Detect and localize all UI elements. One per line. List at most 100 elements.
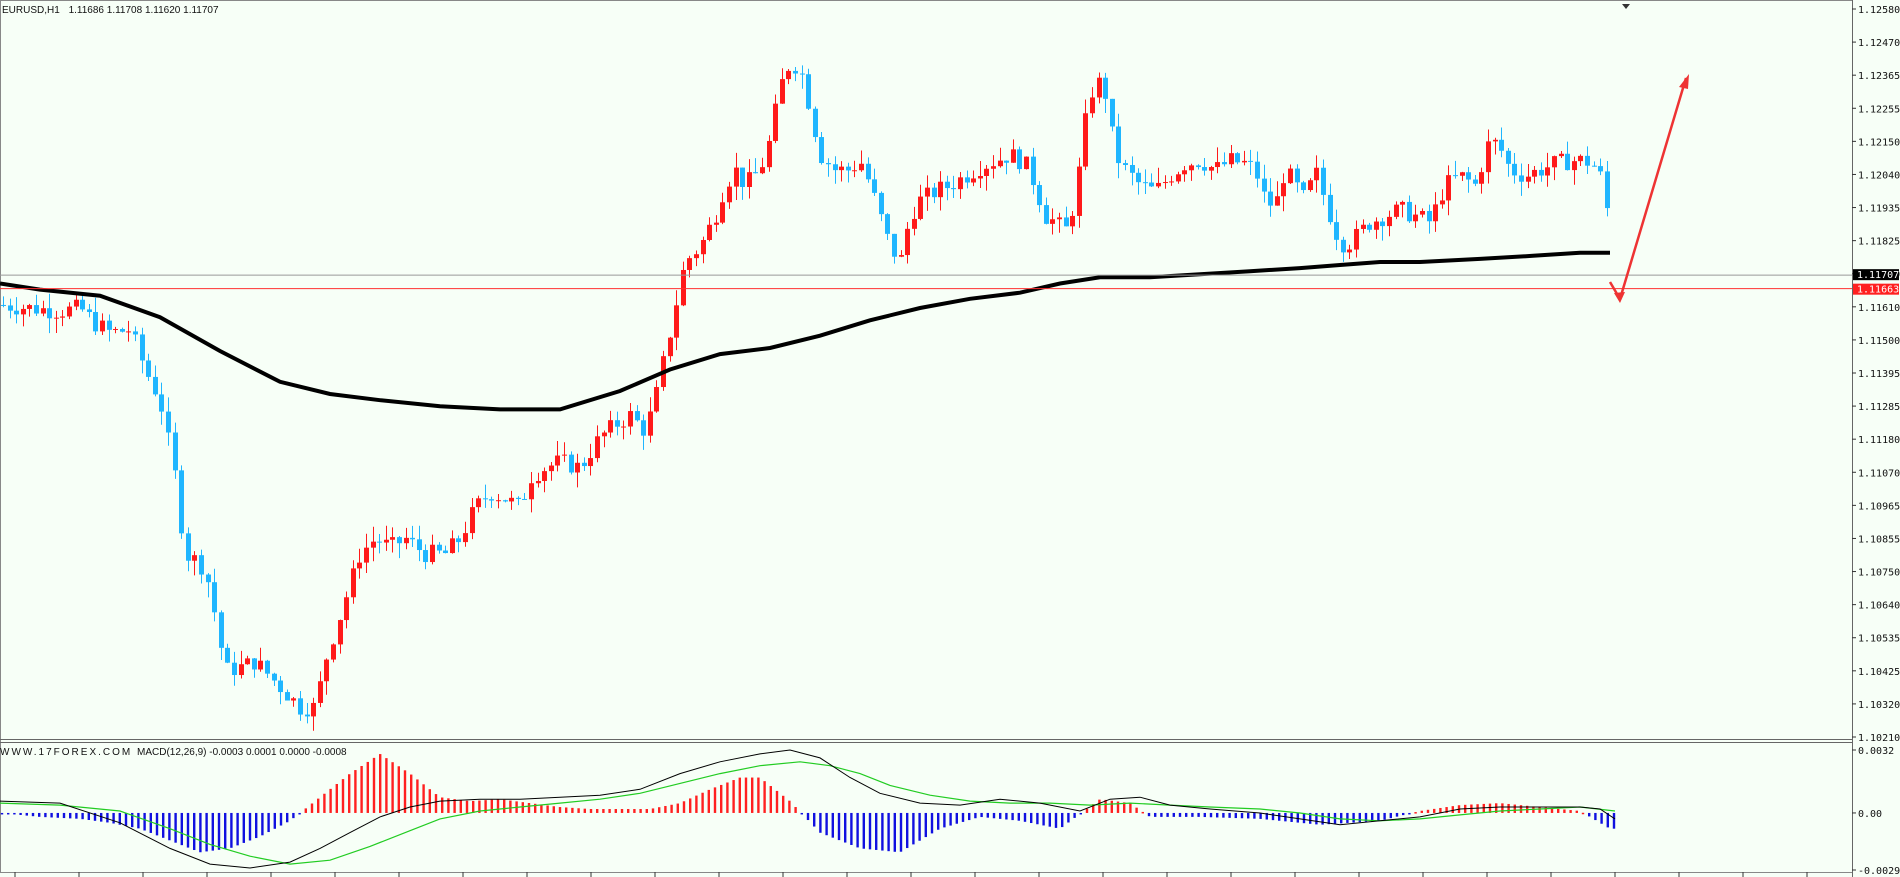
macd-bar xyxy=(205,812,208,852)
candle-body xyxy=(938,181,943,198)
macd-bar xyxy=(1501,803,1504,813)
macd-bar xyxy=(416,779,419,813)
macd-bar xyxy=(1104,799,1107,813)
candle-body xyxy=(641,420,646,436)
candle-body xyxy=(958,177,963,190)
macd-bar xyxy=(44,812,47,818)
macd-bar xyxy=(118,812,121,825)
macd-axis: 0.0032 0.00 -0.0029 xyxy=(1852,746,1900,877)
candle-body xyxy=(1064,217,1069,227)
candle-body xyxy=(681,269,686,306)
macd-bar xyxy=(428,789,431,813)
candle-body xyxy=(555,455,560,466)
macd-bar xyxy=(1315,812,1318,825)
macd-bar xyxy=(645,809,648,813)
candle-body xyxy=(41,308,46,314)
macd-bar xyxy=(1160,812,1163,817)
macd-bar xyxy=(1513,804,1516,813)
candle-body xyxy=(1031,156,1036,186)
candle-body xyxy=(833,164,838,171)
macd-bar xyxy=(664,805,667,813)
price-tick-label: 1.11500 xyxy=(1858,336,1900,347)
candle-body xyxy=(1532,169,1537,177)
candle-body xyxy=(1499,139,1504,151)
macd-bar xyxy=(174,812,177,843)
candle-body xyxy=(509,497,514,502)
candle-body xyxy=(107,320,112,330)
macd-bar xyxy=(825,812,828,836)
price-tick-label: 1.12365 xyxy=(1858,71,1900,82)
macd-bar xyxy=(273,812,276,829)
macd-bar xyxy=(906,812,909,849)
chart-shift-marker-icon[interactable] xyxy=(1622,4,1630,9)
macd-bar xyxy=(1154,812,1157,817)
candle-body xyxy=(701,239,706,255)
macd-bar xyxy=(478,800,481,813)
candle-body xyxy=(786,70,791,80)
moving-average-line[interactable] xyxy=(0,250,1610,412)
candle-body xyxy=(1367,224,1372,230)
macd-bar xyxy=(441,797,444,813)
candle-body xyxy=(463,533,468,543)
macd-bar xyxy=(453,799,456,813)
candle-body xyxy=(1585,155,1590,166)
candle-body xyxy=(384,539,389,543)
macd-bar xyxy=(751,777,754,813)
macd-bar xyxy=(713,787,717,813)
candle-body xyxy=(1565,153,1570,171)
price-tick-label: 1.11180 xyxy=(1858,435,1900,446)
candle-body xyxy=(1347,249,1352,253)
forecast-arrow[interactable] xyxy=(1608,74,1689,303)
price-axis: 1.12580 1.12470 1.12365 1.12255 1.12150 1.120… xyxy=(1852,5,1900,744)
macd-bar xyxy=(583,808,586,813)
macd-bar xyxy=(211,812,214,851)
price-tick-label: 1.12580 xyxy=(1858,5,1900,16)
macd-bar xyxy=(459,799,462,813)
candle-body xyxy=(1044,205,1049,224)
macd-bar xyxy=(633,809,636,813)
candle-body xyxy=(727,186,732,203)
macd-bar xyxy=(1544,807,1547,813)
candle-body xyxy=(932,187,937,198)
price-tick-label: 1.10535 xyxy=(1858,634,1900,645)
price-tick-label: 1.10965 xyxy=(1858,501,1900,512)
candle-body xyxy=(978,175,983,179)
macd-bar xyxy=(558,807,562,813)
macd-bar xyxy=(286,812,289,823)
macd-bar xyxy=(540,804,543,813)
candle-body xyxy=(245,658,250,665)
candle-body xyxy=(1004,160,1009,163)
candle-body xyxy=(206,574,211,583)
macd-bar xyxy=(1575,810,1578,813)
candle-body xyxy=(1116,126,1121,164)
candle-body xyxy=(153,376,158,395)
candle-body xyxy=(793,70,798,74)
macd-bar xyxy=(689,798,692,813)
macd-bar xyxy=(955,812,958,824)
macd-bar xyxy=(1364,812,1368,822)
candle-body xyxy=(1526,176,1531,182)
macd-bar xyxy=(1271,812,1275,821)
candle-body xyxy=(1334,222,1339,240)
macd-bar xyxy=(323,793,326,813)
candle-body xyxy=(1301,182,1306,191)
macd-bar xyxy=(1005,812,1008,820)
macd-bar xyxy=(1067,812,1070,823)
candle-body xyxy=(1486,141,1491,173)
macd-bar xyxy=(1017,812,1020,821)
macd-bar xyxy=(887,812,890,852)
candle-body xyxy=(8,305,13,311)
macd-bar xyxy=(69,812,72,819)
macd-bar xyxy=(1240,812,1244,819)
macd-bar xyxy=(434,794,438,813)
candle-body xyxy=(265,660,270,674)
candle-body xyxy=(1143,182,1148,184)
macd-bar xyxy=(757,777,760,813)
macd-bar xyxy=(1612,812,1616,829)
candle-body xyxy=(918,196,923,219)
macd-bar xyxy=(149,812,152,833)
candle-body xyxy=(588,458,593,467)
candle-body xyxy=(648,411,653,436)
candle-body xyxy=(1235,153,1240,163)
